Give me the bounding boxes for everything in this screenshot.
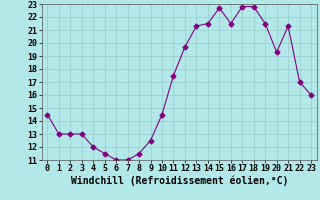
X-axis label: Windchill (Refroidissement éolien,°C): Windchill (Refroidissement éolien,°C)	[70, 176, 288, 186]
